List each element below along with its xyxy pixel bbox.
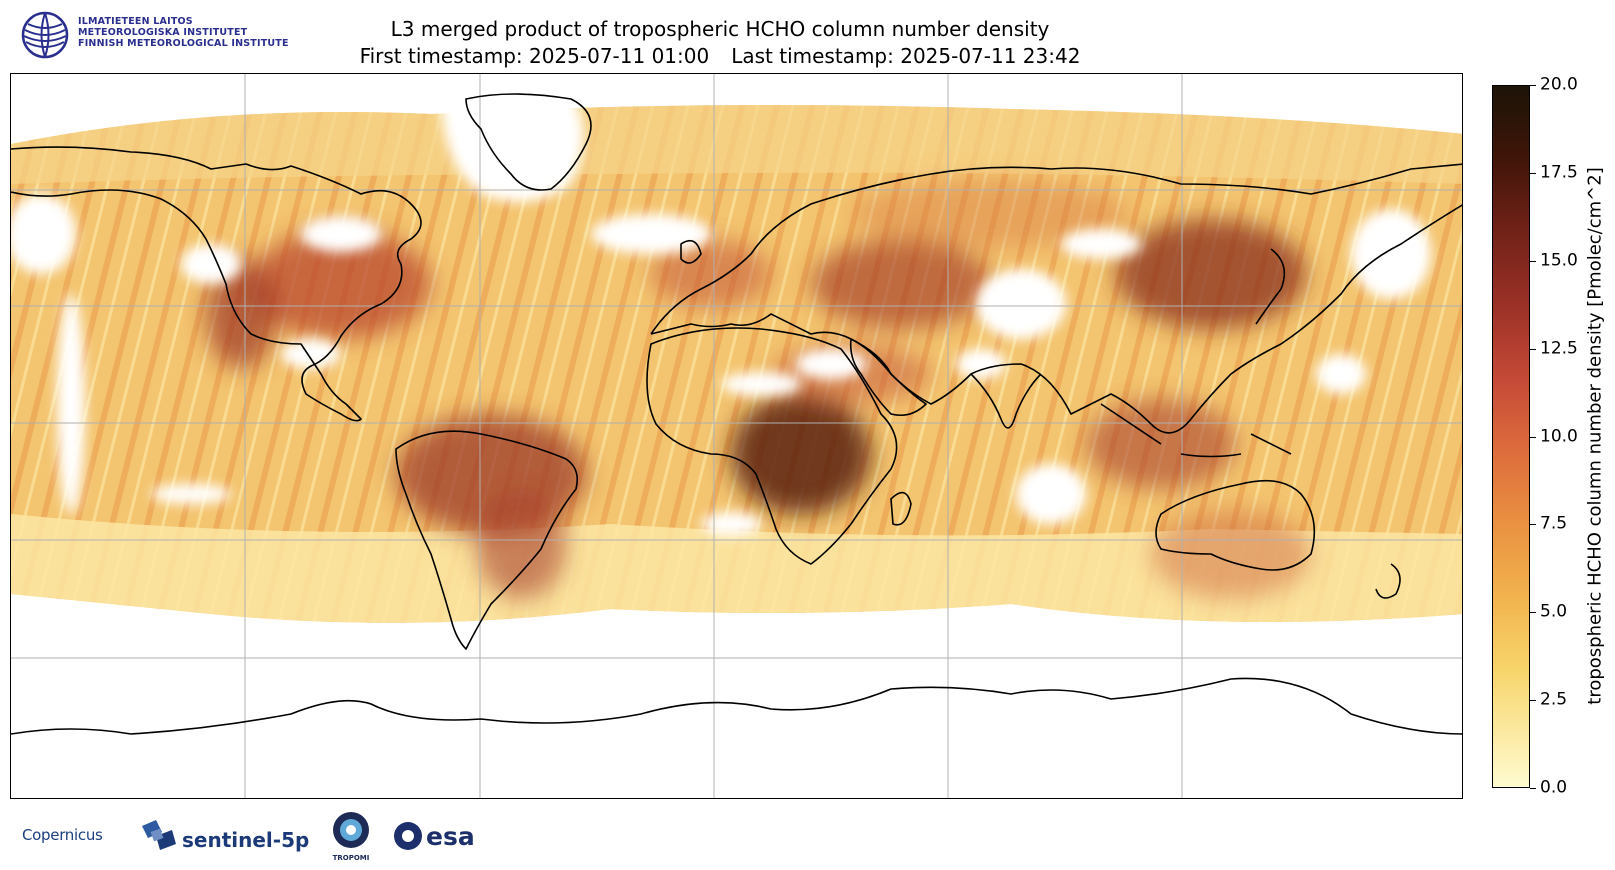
tropomi-wordmark: TROPOMI	[332, 854, 370, 862]
coast-antarctica	[11, 677, 1462, 735]
colorbar-tick-mark	[1530, 612, 1536, 613]
figure-title-block: L3 merged product of tropospheric HCHO c…	[300, 16, 1140, 70]
fmi-line-sv: METEOROLOGISKA INSTITUTET	[78, 27, 248, 38]
fmi-logo: ILMATIETEEN LAITOS METEOROLOGISKA INSTIT…	[20, 10, 295, 62]
colorbar-tick-label: 7.5	[1540, 513, 1568, 534]
esa-logo: esa	[392, 820, 475, 856]
hcho-data-layer	[11, 94, 1462, 623]
timestamps: First timestamp: 2025-07-11 01:00 Last ti…	[300, 43, 1140, 70]
fmi-line-en: FINNISH METEOROLOGICAL INSTITUTE	[78, 38, 289, 49]
esa-wordmark: esa	[426, 822, 475, 851]
coast-eurasia	[650, 163, 1462, 434]
colorbar-tick-label: 15.0	[1540, 250, 1578, 271]
colorbar	[1492, 85, 1530, 788]
figure-title: L3 merged product of tropospheric HCHO c…	[390, 17, 1050, 41]
fmi-line-fi: ILMATIETEEN LAITOS	[78, 16, 193, 27]
coast-australia	[1155, 479, 1316, 571]
colorbar-tick-label: 0.0	[1540, 777, 1568, 798]
map-panel	[10, 73, 1463, 799]
fmi-wordmark: ILMATIETEEN LAITOS METEOROLOGISKA INSTIT…	[78, 16, 289, 49]
coast-south-america	[395, 430, 579, 650]
colorbar-tick-label: 17.5	[1540, 162, 1578, 183]
colorbar-tick-mark	[1530, 524, 1536, 525]
satellite-icon	[142, 820, 176, 850]
colorbar-tick-label: 2.5	[1540, 689, 1568, 710]
coast-british-isles	[680, 239, 702, 264]
coast-greenland	[465, 93, 592, 191]
colorbar-tick-label: 10.0	[1540, 426, 1578, 447]
colorbar-tick-mark	[1530, 437, 1536, 438]
esa-emblem-icon	[394, 822, 422, 850]
world-map	[11, 74, 1462, 798]
colorbar-label: tropospheric HCHO column number density …	[1584, 167, 1606, 705]
partner-logos: Copernicus sentinel-5p TROPOMI esa	[20, 808, 540, 864]
coast-africa	[646, 327, 898, 565]
coast-indonesia	[1100, 403, 1292, 458]
colorbar-tick-mark	[1530, 700, 1536, 701]
coastlines	[11, 93, 1462, 735]
copernicus-logo: Copernicus	[22, 826, 103, 844]
coast-madagascar	[890, 491, 912, 526]
coast-new-zealand	[1375, 563, 1401, 599]
first-timestamp: First timestamp: 2025-07-11 01:00	[359, 44, 710, 68]
colorbar-tick-mark	[1530, 349, 1536, 350]
coast-arabia	[849, 338, 927, 417]
graticule	[11, 74, 1462, 798]
colorbar-tick-mark	[1530, 788, 1536, 789]
last-timestamp: Last timestamp: 2025-07-11 23:42	[731, 44, 1081, 68]
coast-india	[970, 373, 1042, 429]
colorbar-tick-label: 20.0	[1540, 74, 1578, 95]
coast-north-america	[11, 146, 422, 422]
fmi-emblem-icon	[21, 11, 69, 59]
sentinel-5p-wordmark: sentinel-5p	[182, 828, 310, 852]
colorbar-tick-label: 12.5	[1540, 338, 1578, 359]
no-data-gaps	[11, 94, 1431, 536]
colorbar-tick-mark	[1530, 85, 1536, 86]
tropomi-logo: TROPOMI	[326, 808, 376, 866]
colorbar-tick-mark	[1530, 173, 1536, 174]
coast-japan	[1255, 248, 1286, 325]
colorbar-tick-label: 5.0	[1540, 601, 1568, 622]
tropomi-eye-icon	[333, 812, 369, 848]
colorbar-tick-mark	[1530, 261, 1536, 262]
